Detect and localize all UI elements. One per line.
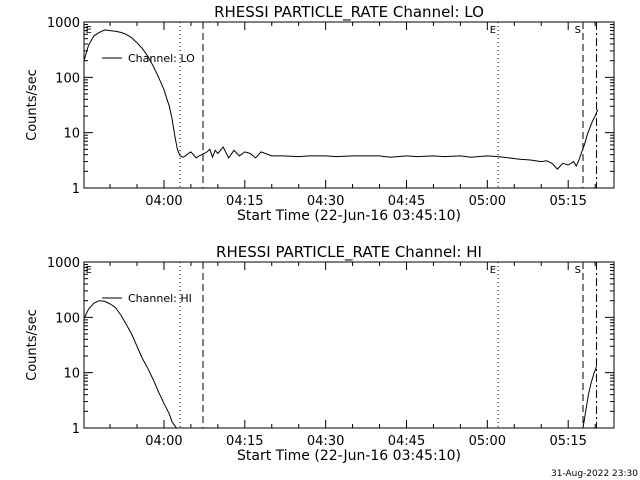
event-marker-label: S (575, 25, 581, 36)
event-marker-label: E (490, 25, 496, 36)
plot-frame (83, 261, 615, 429)
x-tick-label: 05:00 (469, 194, 506, 209)
x-axis-label: Start Time (22-Jun-16 03:45:10) (237, 208, 461, 224)
chart-panel-lo: RHESSI PARTICLE_RATE Channel: LO Start Ti… (25, 3, 615, 224)
legend-label: Channel: LO (128, 52, 195, 65)
y-axis-label: Counts/sec (25, 309, 40, 381)
y-tick-label: 10 (63, 367, 80, 382)
legend-label: Channel: HI (128, 292, 192, 305)
x-tick-label: 04:30 (307, 434, 344, 449)
y-tick-label: 1000 (47, 16, 80, 31)
y-tick-label: 1 (72, 422, 80, 437)
x-tick-label: 04:00 (145, 434, 182, 449)
x-tick-label: 05:00 (469, 434, 506, 449)
plot-frame (83, 21, 615, 189)
y-axis-label: Counts/sec (25, 69, 40, 141)
y-tick-label: 100 (55, 311, 80, 326)
x-tick-label: 04:45 (388, 434, 425, 449)
y-tick-label: 1000 (47, 256, 80, 271)
x-tick-label: 04:15 (226, 434, 263, 449)
chart-title: RHESSI PARTICLE_RATE Channel: LO (214, 3, 484, 22)
x-axis-label: Start Time (22-Jun-16 03:45:10) (237, 448, 461, 464)
x-tick-label: 04:00 (145, 194, 182, 209)
chart-panel-hi: RHESSI PARTICLE_RATE Channel: HI Start Ti… (25, 243, 615, 464)
event-marker-label: E (490, 265, 496, 276)
series-line (83, 29, 599, 170)
event-marker-label: E (85, 25, 91, 36)
series-line-segment (582, 366, 597, 429)
x-tick-label: 04:30 (307, 194, 344, 209)
footer-timestamp: 31-Aug-2022 23:30 (551, 469, 638, 479)
event-marker-label: E (85, 265, 91, 276)
x-tick-label: 04:15 (226, 194, 263, 209)
x-tick-label: 05:15 (549, 434, 586, 449)
x-tick-label: 04:45 (388, 194, 425, 209)
y-tick-label: 100 (55, 71, 80, 86)
y-tick-label: 1 (72, 182, 80, 197)
x-tick-label: 05:15 (549, 194, 586, 209)
event-marker-label: S (575, 265, 581, 276)
y-tick-label: 10 (63, 127, 80, 142)
chart-title: RHESSI PARTICLE_RATE Channel: HI (216, 243, 482, 262)
series-line (83, 300, 177, 429)
